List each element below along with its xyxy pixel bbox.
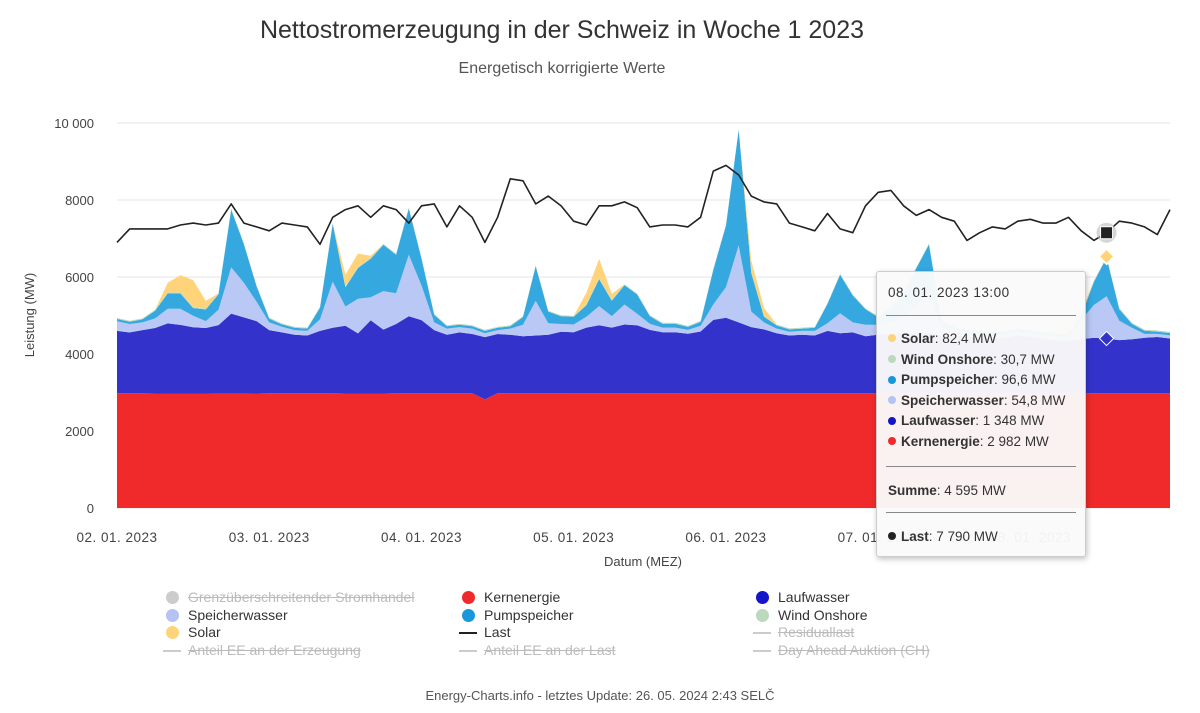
load-line-group bbox=[116, 164, 1171, 246]
tooltip-series-value: : 96,6 MW bbox=[994, 372, 1056, 388]
chart-tooltip: 08. 01. 2023 13:00 Solar: 82,4 MW Wind On… bbox=[876, 271, 1086, 557]
x-axis-title: Datum (MEZ) bbox=[604, 554, 682, 569]
x-tick-label: 05. 01. 2023 bbox=[533, 530, 614, 545]
tooltip-dot bbox=[888, 375, 896, 384]
y-tick-label: 4000 bbox=[65, 347, 94, 362]
tooltip-row: Speicherwasser: 54,8 MW bbox=[888, 392, 1065, 410]
tooltip-dot bbox=[888, 437, 896, 446]
legend-label: Anteil EE an der Erzeugung bbox=[188, 641, 361, 658]
tooltip-series-value: : 30,7 MW bbox=[993, 351, 1055, 367]
tooltip-series-name: Speicherwasser bbox=[901, 392, 1004, 408]
tooltip-separator bbox=[886, 512, 1076, 513]
legend-label: Anteil EE an der Last bbox=[484, 641, 616, 658]
tooltip-separator bbox=[886, 466, 1076, 467]
legend-symbol bbox=[462, 591, 475, 604]
y-tick-label: 6000 bbox=[65, 270, 94, 285]
tooltip-separator bbox=[886, 315, 1076, 316]
legend-symbol bbox=[753, 632, 771, 634]
legend-symbol bbox=[166, 591, 179, 604]
tooltip-sum-value: : 4 595 MW bbox=[936, 483, 1006, 498]
tooltip-row: Wind Onshore: 30,7 MW bbox=[888, 351, 1055, 369]
legend-label: Solar bbox=[188, 624, 221, 640]
legend-label: Grenzüberschreitender Stromhandel bbox=[188, 589, 415, 605]
tooltip-load-label: Last bbox=[901, 529, 929, 544]
legend-symbol bbox=[459, 649, 477, 652]
tooltip-series-name: Solar bbox=[901, 331, 935, 346]
tooltip-dot bbox=[888, 355, 896, 364]
legend-symbol bbox=[756, 591, 769, 604]
tooltip-dot bbox=[888, 416, 896, 425]
y-axis-ticks: 0 2000 4000 6000 8000 10 000 bbox=[54, 116, 94, 516]
tooltip-series-value: : 2 982 MW bbox=[979, 434, 1049, 449]
tooltip-series-value: : 54,8 MW bbox=[1003, 392, 1066, 408]
chart-legend: Grenzüberschreitender Stromhandel Kernene… bbox=[160, 588, 960, 658]
tooltip-load-row: Last: 7 790 MW bbox=[888, 528, 998, 546]
y-tick-label: 10 000 bbox=[54, 116, 94, 131]
tooltip-row: Pumpspeicher: 96,6 MW bbox=[888, 371, 1056, 389]
chart-title: Nettostromerzeugung in der Schweiz in Wo… bbox=[259, 16, 865, 44]
legend-label: Last bbox=[484, 624, 511, 640]
legend-label: Wind Onshore bbox=[778, 606, 868, 623]
hover-marker-last bbox=[1100, 226, 1114, 240]
legend-symbol bbox=[753, 649, 771, 652]
legend-symbol bbox=[459, 632, 477, 634]
tooltip-load-value: : 7 790 MW bbox=[928, 529, 998, 544]
x-tick-label: 04. 01. 2023 bbox=[381, 530, 462, 545]
tooltip-row: Kernenergie: 2 982 MW bbox=[888, 433, 1049, 451]
legend-symbol bbox=[756, 608, 769, 622]
tooltip-series-value: : 1 348 MW bbox=[975, 413, 1045, 429]
hover-marker bbox=[1098, 330, 1115, 347]
x-tick-label: 06. 01. 2023 bbox=[685, 530, 766, 545]
tooltip-series-name: Laufwasser bbox=[901, 413, 976, 429]
legend-symbol bbox=[166, 626, 179, 639]
x-tick-label: 03. 01. 2023 bbox=[229, 530, 310, 545]
tooltip-date: 08. 01. 2023 13:00 bbox=[888, 285, 1010, 300]
hover-markers bbox=[1096, 222, 1117, 347]
legend-label: Laufwasser bbox=[778, 589, 850, 605]
legend-symbol bbox=[163, 649, 181, 652]
tooltip-load-dot bbox=[888, 532, 896, 541]
tooltip-row: Solar: 82,4 MW bbox=[888, 330, 996, 348]
legend-label: Day Ahead Auktion (CH) bbox=[778, 641, 930, 658]
y-tick-label: 8000 bbox=[65, 193, 94, 208]
tooltip-series-name: Kernenergie bbox=[901, 434, 980, 449]
footer-credit: Energy-Charts.info - letztes Update: 26.… bbox=[425, 688, 775, 703]
line-series-last[interactable] bbox=[116, 164, 1171, 246]
x-tick-label: 02. 01. 2023 bbox=[76, 530, 157, 545]
tooltip-dot bbox=[888, 396, 896, 405]
legend-label: Pumpspeicher bbox=[484, 606, 574, 623]
legend-label: Residuallast bbox=[778, 624, 855, 640]
tooltip-dot bbox=[888, 334, 896, 343]
area-series-pumpspeicher[interactable] bbox=[117, 129, 1170, 337]
legend-label: Speicherwasser bbox=[188, 606, 288, 623]
y-tick-label: 0 bbox=[87, 501, 94, 516]
hover-marker bbox=[1098, 248, 1115, 265]
y-tick-label: 2000 bbox=[65, 424, 94, 439]
tooltip-sum-label: Summe bbox=[888, 483, 937, 498]
y-axis-title: Leistung (MW) bbox=[22, 273, 37, 358]
legend-label: Kernenergie bbox=[484, 589, 561, 605]
tooltip-series-name: Pumpspeicher bbox=[901, 372, 995, 388]
tooltip-sum-row: Summe: 4 595 MW bbox=[888, 482, 1006, 500]
chart-subtitle: Energetisch korrigierte Werte bbox=[458, 60, 666, 77]
legend-symbol bbox=[166, 608, 179, 622]
tooltip-row: Laufwasser: 1 348 MW bbox=[888, 412, 1044, 430]
tooltip-series-value: : 82,4 MW bbox=[934, 331, 997, 346]
tooltip-series-name: Wind Onshore bbox=[901, 351, 994, 367]
legend-symbol bbox=[462, 608, 475, 622]
